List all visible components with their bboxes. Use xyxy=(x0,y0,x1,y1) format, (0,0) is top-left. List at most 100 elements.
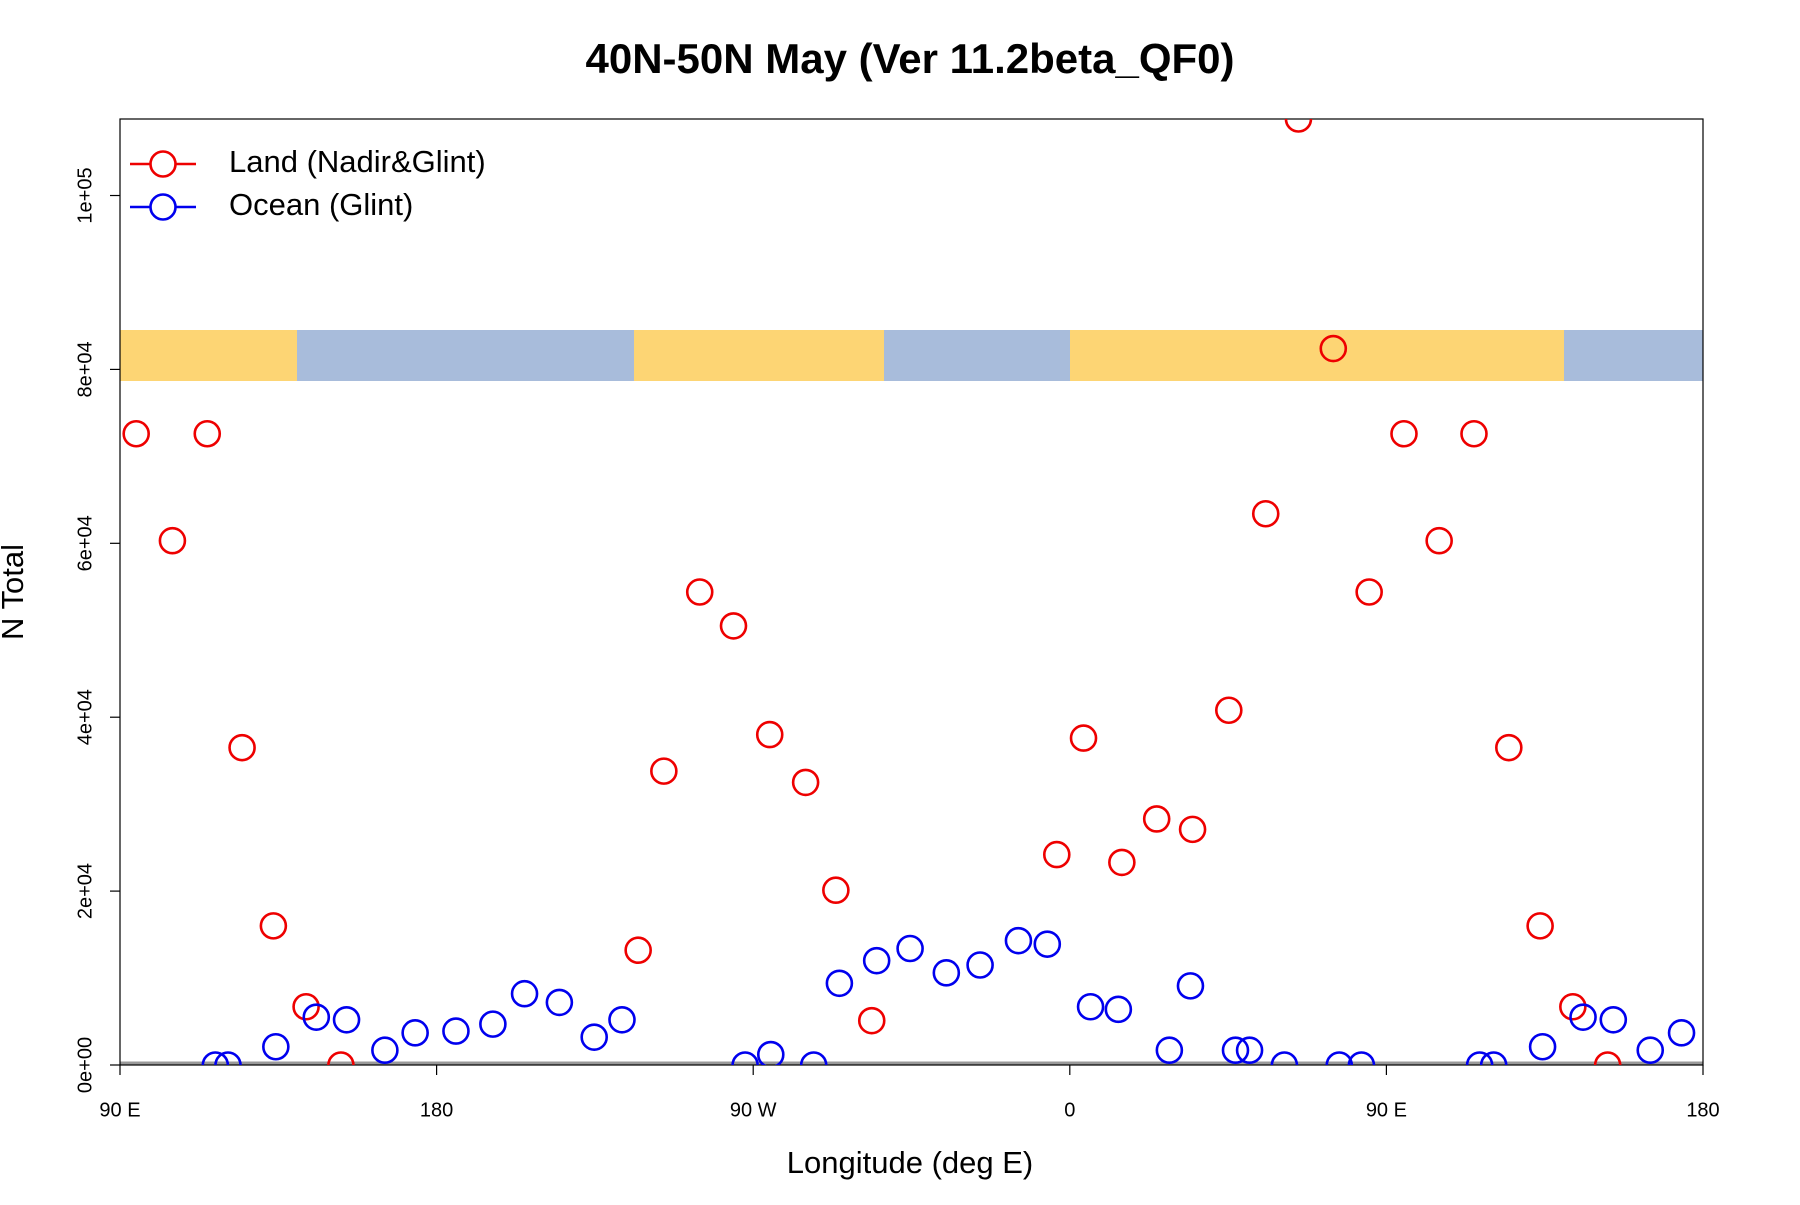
point xyxy=(731,1051,759,1065)
point xyxy=(719,612,748,640)
point xyxy=(327,1051,355,1065)
point xyxy=(932,959,961,987)
legend-marker xyxy=(149,193,177,221)
point xyxy=(201,1051,230,1065)
point xyxy=(756,1040,785,1065)
point xyxy=(1215,696,1243,725)
plot-frame xyxy=(119,118,1704,1066)
point xyxy=(624,936,652,965)
point xyxy=(442,1017,470,1045)
y-tick-label: 1e+05 xyxy=(74,167,96,223)
point xyxy=(755,720,784,749)
point xyxy=(1495,733,1523,762)
y-tick-label: 0e+00 xyxy=(74,1037,96,1093)
point xyxy=(1270,1051,1299,1065)
point xyxy=(1559,992,1587,1021)
point xyxy=(1155,1036,1184,1065)
point xyxy=(1636,1036,1665,1065)
point xyxy=(1479,1051,1508,1065)
point xyxy=(401,1019,429,1047)
legend-marker xyxy=(149,150,177,178)
point xyxy=(1319,334,1348,363)
point xyxy=(371,1036,399,1065)
map-ocean xyxy=(297,330,634,381)
point xyxy=(1355,578,1383,606)
point xyxy=(862,946,891,975)
point xyxy=(545,988,574,1017)
point xyxy=(510,979,539,1008)
point xyxy=(302,1003,331,1031)
point xyxy=(685,578,714,606)
y-tick-label: 4e+04 xyxy=(74,689,96,745)
y-tick-label: 6e+04 xyxy=(74,515,96,571)
point xyxy=(1042,840,1071,869)
point xyxy=(228,733,256,762)
point xyxy=(1593,1051,1622,1065)
point xyxy=(479,1010,507,1038)
point xyxy=(1004,926,1033,955)
point xyxy=(122,419,150,448)
y-tick-label: 2e+04 xyxy=(74,863,96,919)
map-land xyxy=(120,330,297,381)
x-axis-label: Longitude (deg E) xyxy=(787,1145,1033,1180)
point xyxy=(214,1051,242,1065)
map-ocean xyxy=(1564,330,1703,381)
point xyxy=(262,1032,290,1061)
point xyxy=(259,912,288,940)
point xyxy=(650,757,678,785)
point xyxy=(857,1006,886,1035)
point xyxy=(608,1005,636,1034)
point xyxy=(1176,972,1205,1000)
point xyxy=(1425,526,1453,555)
chart-title: 40N-50N May (Ver 11.2beta_QF0) xyxy=(586,35,1235,82)
point xyxy=(791,768,820,797)
legend-label: Land (Nadir&Glint) xyxy=(229,144,486,179)
y-axis-label: N Total xyxy=(0,544,30,640)
point xyxy=(896,934,924,963)
map-ocean xyxy=(884,330,1070,381)
point xyxy=(1221,1036,1250,1065)
point xyxy=(1390,419,1418,448)
point xyxy=(1076,992,1105,1021)
point xyxy=(1465,1051,1494,1065)
point xyxy=(1235,1036,1264,1065)
point xyxy=(1104,995,1133,1024)
x-tick-label: 180 xyxy=(420,1099,453,1121)
point xyxy=(822,876,850,905)
y-tick-label: 8e+04 xyxy=(74,341,96,397)
point xyxy=(1325,1051,1354,1065)
point xyxy=(1142,805,1171,833)
point xyxy=(825,969,854,998)
point xyxy=(1033,930,1062,958)
point xyxy=(193,419,222,448)
point xyxy=(1460,419,1488,448)
point xyxy=(1526,912,1554,940)
point xyxy=(1251,499,1280,528)
map-land xyxy=(634,330,884,381)
point xyxy=(292,992,320,1021)
point xyxy=(1569,1003,1597,1031)
x-tick-label: 180 xyxy=(1686,1099,1719,1121)
point xyxy=(1069,724,1098,752)
point xyxy=(966,951,994,979)
map-land xyxy=(1070,330,1564,381)
point xyxy=(580,1023,608,1051)
x-tick-label: 90 W xyxy=(730,1099,777,1121)
x-tick-label: 0 xyxy=(1064,1099,1075,1121)
x-tick-label: 90 E xyxy=(99,1099,140,1121)
point xyxy=(1667,1019,1696,1047)
points xyxy=(122,119,1696,1065)
point xyxy=(332,1005,361,1034)
point xyxy=(158,526,187,555)
point xyxy=(1178,815,1207,844)
point xyxy=(1108,848,1136,877)
point xyxy=(1347,1051,1376,1065)
point xyxy=(1599,1005,1628,1034)
point xyxy=(1284,119,1313,133)
map-strip xyxy=(120,330,1703,381)
point xyxy=(799,1051,828,1065)
legend-label: Ocean (Glint) xyxy=(229,187,413,222)
x-tick-label: 90 E xyxy=(1366,1099,1407,1121)
